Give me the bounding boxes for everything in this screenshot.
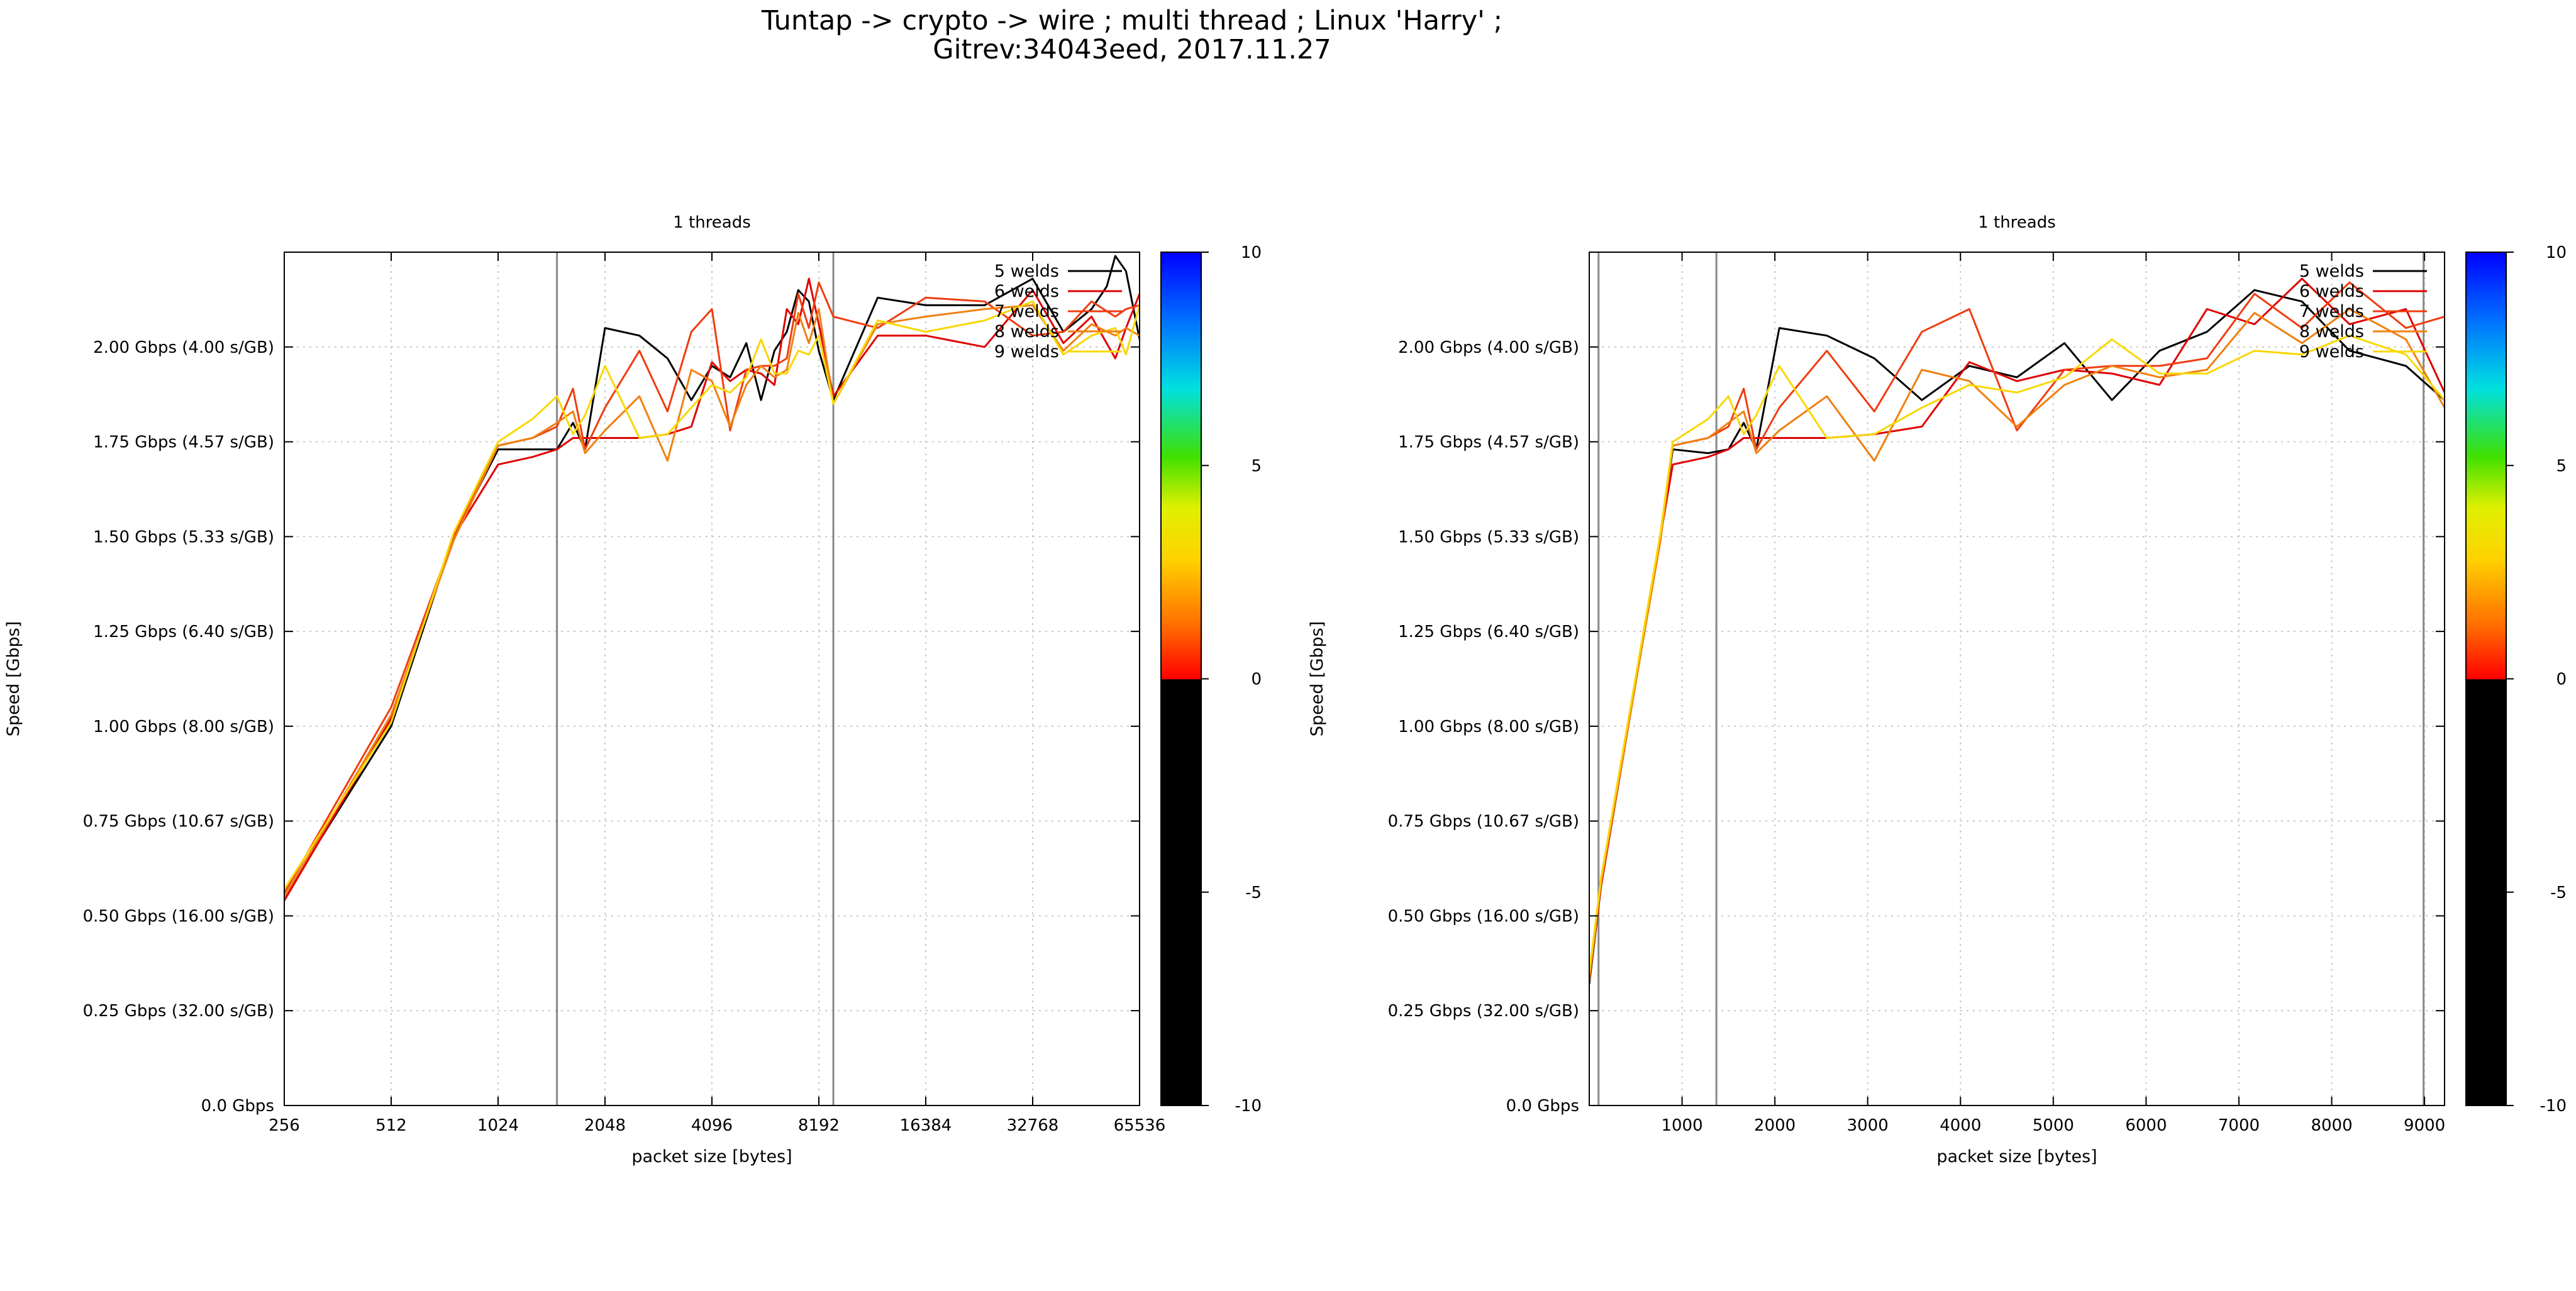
- y-tick-label: 1.75 Gbps (4.57 s/GB): [93, 433, 274, 452]
- y-tick-label: 2.00 Gbps (4.00 s/GB): [93, 338, 274, 357]
- series-line-9-welds: [284, 300, 1140, 890]
- y-tick-label: 0.75 Gbps (10.67 s/GB): [83, 812, 274, 831]
- y-tick-label: 0.0 Gbps: [201, 1097, 274, 1116]
- legend-label: 8 welds: [994, 322, 1059, 341]
- x-tick-label: 2048: [584, 1116, 626, 1135]
- y-tick-label: 2.00 Gbps (4.00 s/GB): [1398, 338, 1579, 357]
- x-tick-label: 32768: [1007, 1116, 1059, 1135]
- colorbar-tick-label: 5: [2556, 457, 2567, 475]
- chart-log-scale: 256 512 1024 2048 4096 8192 16384 32768 65536 0.0…: [4, 213, 1262, 1166]
- colorbar-tick-label: -5: [1245, 884, 1262, 902]
- colorbar-tick-label: 10: [1241, 243, 1262, 262]
- series-line-8-welds: [284, 304, 1140, 898]
- colorbar-tick-label: 5: [1251, 457, 1262, 475]
- legend-label: 6 welds: [994, 282, 1059, 301]
- chart-title: 1 threads: [673, 213, 751, 232]
- colorbar-tick-label: -10: [1235, 1097, 1262, 1116]
- series-line-8-welds: [1589, 308, 2445, 981]
- x-tick-label: 4096: [691, 1116, 733, 1135]
- chart-linear-scale: 1000 2000 3000 4000 5000 6000 7000 8000 9000 0.0 …: [1307, 213, 2567, 1166]
- x-tick-label: 2000: [1754, 1116, 1796, 1135]
- colorbar: [2465, 252, 2507, 1106]
- x-tick-label: 256: [269, 1116, 300, 1135]
- chart-title: 1 threads: [1978, 213, 2056, 232]
- x-tick-label: 512: [375, 1116, 407, 1135]
- series-line-6-welds: [1589, 277, 2445, 981]
- legend-label: 9 welds: [994, 342, 1059, 362]
- colorbar-tick-label: 10: [2546, 243, 2567, 262]
- y-tick-label: 0.25 Gbps (32.00 s/GB): [1388, 1002, 1579, 1021]
- x-tick-label: 5000: [2033, 1116, 2074, 1135]
- y-tick-label: 0.75 Gbps (10.67 s/GB): [1388, 812, 1579, 831]
- legend-label: 6 welds: [2299, 282, 2364, 301]
- series-line-5-welds: [1589, 289, 2445, 985]
- x-tick-label: 1024: [477, 1116, 519, 1135]
- x-tick-label: 8192: [798, 1116, 840, 1135]
- y-tick-label: 1.00 Gbps (8.00 s/GB): [93, 718, 274, 736]
- series-line-5-welds: [284, 255, 1140, 898]
- y-tick-label: 1.75 Gbps (4.57 s/GB): [1398, 433, 1579, 452]
- series-line-7-welds: [284, 281, 1140, 894]
- x-tick-label: 6000: [2125, 1116, 2167, 1135]
- colorbar-tick-label: -10: [2540, 1097, 2567, 1116]
- x-tick-label: 4000: [1940, 1116, 1981, 1135]
- series-line-6-welds: [284, 277, 1140, 902]
- x-tick-label: 1000: [1661, 1116, 1702, 1135]
- colorbar-tick-label: 0: [2556, 670, 2567, 689]
- y-tick-label: 1.25 Gbps (6.40 s/GB): [93, 623, 274, 641]
- series-line-9-welds: [1589, 335, 2445, 973]
- x-axis-label: packet size [bytes]: [1936, 1147, 2097, 1166]
- figure-title-line2: Gitrev:34043eed, 2017.11.27: [933, 34, 1331, 65]
- legend-label: 5 welds: [994, 262, 1059, 281]
- plot-border: [1589, 252, 2445, 1106]
- legend-label: 5 welds: [2299, 262, 2364, 281]
- legend-label: 9 welds: [2299, 342, 2364, 362]
- series-line-7-welds: [1589, 281, 2445, 977]
- x-tick-label: 3000: [1847, 1116, 1889, 1135]
- legend-label: 7 welds: [2299, 302, 2364, 321]
- x-tick-label: 65536: [1114, 1116, 1166, 1135]
- y-tick-label: 1.50 Gbps (5.33 s/GB): [1398, 528, 1579, 546]
- y-tick-label: 0.50 Gbps (16.00 s/GB): [1388, 907, 1579, 926]
- y-tick-label: 1.00 Gbps (8.00 s/GB): [1398, 718, 1579, 736]
- colorbar-tick-label: -5: [2550, 884, 2567, 902]
- figure-title-line1: Tuntap -> crypto -> wire ; multi thread …: [761, 5, 1502, 36]
- y-tick-label: 0.25 Gbps (32.00 s/GB): [83, 1002, 274, 1021]
- y-tick-label: 1.25 Gbps (6.40 s/GB): [1398, 623, 1579, 641]
- colorbar: [1160, 252, 1202, 1106]
- y-axis-label: Speed [Gbps]: [1307, 621, 1327, 737]
- x-tick-label: 9000: [2404, 1116, 2445, 1135]
- x-axis-label: packet size [bytes]: [631, 1147, 792, 1166]
- colorbar-tick-label: 0: [1251, 670, 1262, 689]
- x-tick-label: 8000: [2311, 1116, 2352, 1135]
- x-tick-label: 7000: [2218, 1116, 2260, 1135]
- y-tick-label: 0.50 Gbps (16.00 s/GB): [83, 907, 274, 926]
- y-axis-label: Speed [Gbps]: [4, 621, 23, 737]
- legend-label: 7 welds: [994, 302, 1059, 321]
- legend-label: 8 welds: [2299, 322, 2364, 341]
- y-tick-label: 0.0 Gbps: [1506, 1097, 1579, 1116]
- x-tick-label: 16384: [900, 1116, 952, 1135]
- y-tick-label: 1.50 Gbps (5.33 s/GB): [93, 528, 274, 546]
